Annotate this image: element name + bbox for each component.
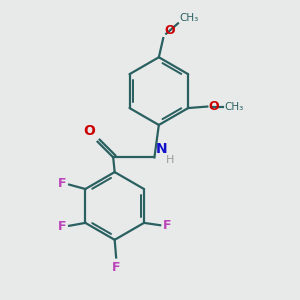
- Text: N: N: [156, 142, 167, 156]
- Text: F: F: [163, 219, 172, 232]
- Text: O: O: [164, 24, 175, 37]
- Text: F: F: [58, 177, 66, 190]
- Text: F: F: [58, 220, 66, 233]
- Text: H: H: [166, 155, 174, 165]
- Text: F: F: [112, 261, 120, 274]
- Text: CH₃: CH₃: [225, 102, 244, 112]
- Text: O: O: [208, 100, 219, 113]
- Text: O: O: [83, 124, 94, 138]
- Text: CH₃: CH₃: [179, 13, 199, 22]
